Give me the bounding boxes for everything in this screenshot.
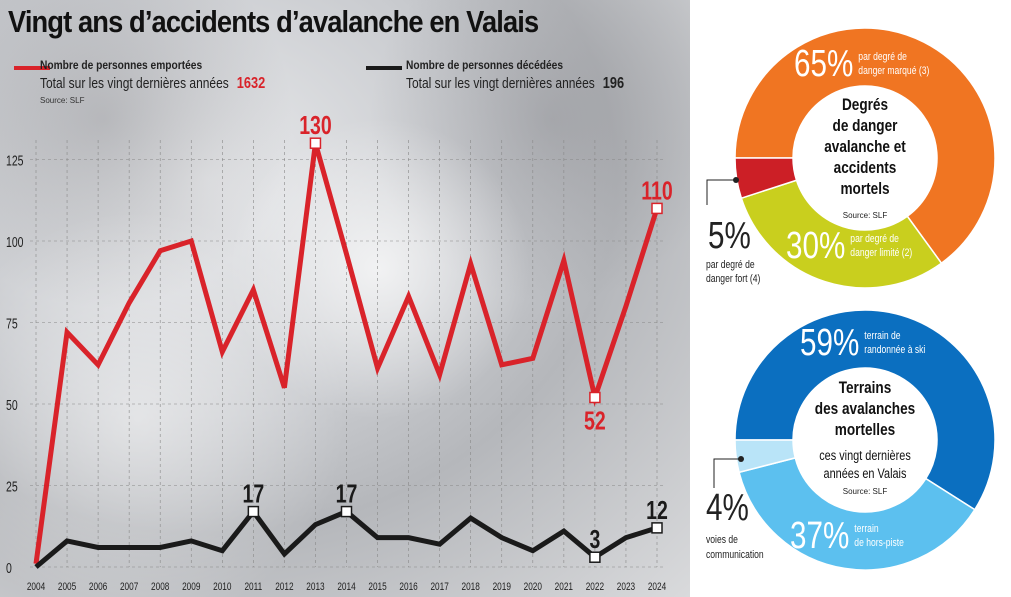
slice-label: terrain de — [864, 330, 901, 342]
x-tick-label: 2007 — [120, 581, 138, 593]
page-title: Vingt ans d’accidents d’avalanche en Val… — [8, 4, 539, 39]
slice-label: par degré de — [850, 233, 899, 245]
data-label: 17 — [243, 479, 265, 508]
slice-pct: 30% — [786, 225, 845, 267]
donut-title-line: accidents — [834, 159, 897, 178]
x-tick-label: 2017 — [430, 581, 448, 593]
slice-label: par degré de — [858, 51, 907, 63]
data-label: 130 — [299, 110, 332, 139]
legend-red-swatch — [14, 66, 50, 70]
donut-title-line: Terrains — [839, 379, 892, 398]
callout-line — [713, 458, 739, 488]
y-tick-label: 25 — [6, 478, 18, 495]
slice-label: terrain — [854, 523, 878, 535]
legend-red-total-label: Total sur les vingt dernières années — [40, 75, 229, 92]
series-line-emportees — [33, 142, 660, 565]
legend-black-total-label: Total sur les vingt dernières années — [406, 75, 595, 92]
legend-red-total-value: 1632 — [236, 75, 266, 92]
donut-source: Source: SLF — [843, 487, 888, 496]
x-tick-label: 2018 — [462, 581, 480, 593]
slice-label: de hors-piste — [854, 537, 904, 549]
legend-black-total: Total sur les vingt dernières années 196 — [406, 75, 624, 93]
terrain-donut-slice — [734, 439, 797, 474]
x-tick-label: 2014 — [337, 581, 356, 593]
slice-label: danger marqué (3) — [858, 65, 929, 77]
data-label: 3 — [589, 524, 600, 553]
line-chart: 2004 2005 2006 2007 2008 2009 2010 2011 2012 2013… — [6, 110, 673, 593]
donut-charts: 65% par degré de danger marqué (3) 30% par d… — [706, 27, 996, 571]
data-label: 52 — [584, 406, 606, 435]
slice-label: randonnée à ski — [864, 344, 925, 356]
slice-label: par degré de — [706, 259, 755, 271]
slice-label: voies de — [706, 534, 738, 546]
slice-pct: 5% — [708, 215, 751, 257]
x-tick-label: 2022 — [586, 581, 604, 593]
x-tick-label: 2012 — [275, 581, 293, 593]
x-tick-label: 2008 — [151, 581, 169, 593]
y-tick-label: 0 — [6, 559, 12, 576]
x-tick-label: 2013 — [306, 581, 324, 593]
slice-label: danger fort (4) — [706, 273, 760, 285]
donut-title-line: mortelles — [835, 421, 895, 440]
donut-source: Source: SLF — [843, 211, 888, 220]
callout-line — [706, 179, 734, 205]
data-point-marker — [651, 522, 663, 534]
terrain-donut-slice — [734, 309, 996, 511]
y-tick-label: 50 — [6, 396, 18, 413]
callout-dot — [733, 177, 739, 183]
data-point-marker — [247, 505, 260, 518]
data-point-marker — [651, 202, 663, 215]
danger-donut-slice — [734, 27, 996, 265]
slice-pct: 4% — [706, 487, 749, 529]
y-tick-label: 125 — [6, 152, 24, 169]
slice-label: communication — [706, 549, 764, 561]
legend-black-total-value: 196 — [602, 75, 625, 92]
x-tick-label: 2004 — [27, 581, 46, 593]
donut-title-line: mortels — [840, 180, 889, 199]
data-point-marker — [589, 551, 601, 563]
data-label: 17 — [336, 479, 358, 508]
x-tick-label: 2023 — [617, 581, 635, 593]
slice-pct: 65% — [794, 43, 853, 85]
y-tick-label: 75 — [6, 315, 18, 332]
donut-title-line: Degrés — [842, 96, 888, 115]
danger-donut-slice — [740, 179, 943, 289]
x-tick-label: 2011 — [244, 581, 262, 593]
slice-pct: 59% — [800, 322, 859, 364]
x-tick-label: 2006 — [89, 581, 107, 593]
slice-pct: 37% — [790, 515, 849, 557]
danger-donut-slice — [734, 157, 798, 200]
callout-dot — [738, 456, 744, 462]
slice-label: danger limité (2) — [850, 247, 912, 259]
legend-red-total: Total sur les vingt dernières années 1632 — [40, 75, 265, 93]
donut-subtitle-line: ces vingt dernières — [819, 448, 911, 464]
x-tick-label: 2019 — [493, 581, 511, 593]
x-tick-label: 2005 — [58, 581, 76, 593]
data-point-marker — [309, 137, 322, 149]
terrain-donut-slice — [738, 456, 976, 571]
x-tick-label: 2015 — [368, 581, 386, 593]
x-tick-label: 2020 — [524, 581, 543, 593]
donut-title-line: avalanche et — [824, 138, 906, 157]
line-chart-panel: Vingt ans d’accidents d’avalanche en Val… — [0, 0, 690, 597]
legend-black-label: Nombre de personnes décédées — [406, 58, 564, 72]
x-tick-label: 2024 — [648, 581, 667, 593]
x-tick-label: 2021 — [555, 581, 573, 593]
donut-title-line: de danger — [833, 117, 898, 136]
donut-title-line: des avalanches — [815, 400, 915, 419]
data-label: 110 — [641, 176, 672, 205]
legend-red-label: Nombre de personnes emportées — [40, 58, 203, 72]
y-tick-label: 100 — [6, 233, 24, 250]
data-point-marker — [340, 505, 353, 518]
data-point-marker — [589, 391, 601, 404]
data-label: 12 — [646, 495, 668, 524]
x-tick-label: 2016 — [399, 581, 417, 593]
x-tick-label: 2010 — [213, 581, 232, 593]
legend-source: Source: SLF — [40, 96, 85, 105]
x-tick-label: 2009 — [182, 581, 200, 593]
legend-black-swatch — [366, 66, 402, 70]
donut-subtitle-line: années en Valais — [824, 466, 907, 482]
